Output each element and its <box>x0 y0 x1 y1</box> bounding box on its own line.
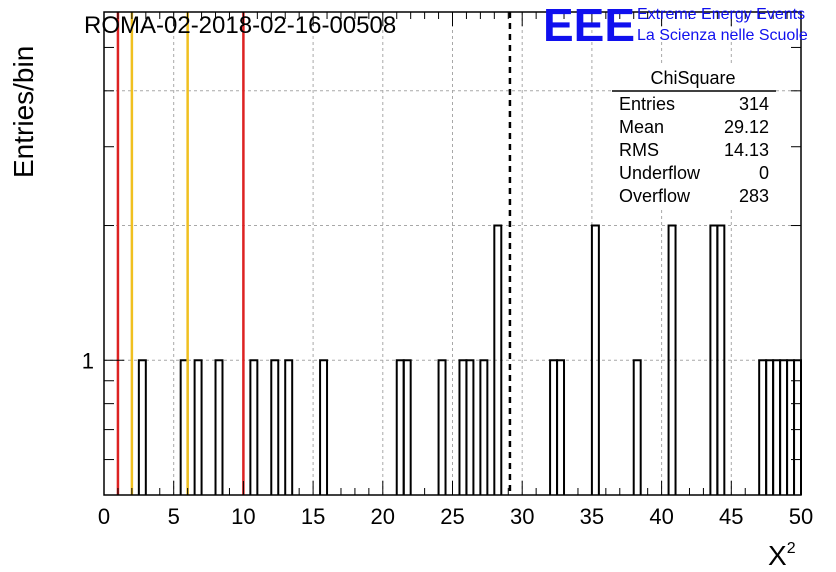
x-tick-labels: 0 5 10 15 20 25 30 35 40 45 50 <box>98 504 813 529</box>
histogram-bar <box>395 359 405 495</box>
histogram-bar <box>402 359 412 495</box>
x-tick-label: 25 <box>440 504 464 529</box>
histogram-bar <box>137 359 147 495</box>
x-tick-label: 15 <box>301 504 325 529</box>
x-axis-label: X2 <box>768 540 796 571</box>
x-tick-label: 5 <box>168 504 180 529</box>
logo-letters: EEE <box>543 0 635 51</box>
x-tick-label: 40 <box>649 504 673 529</box>
stats-value-underflow: 0 <box>759 163 769 183</box>
histogram-bar <box>479 359 489 495</box>
stats-value-overflow: 283 <box>739 186 769 206</box>
stats-box: ChiSquare Entries 314 Mean 29.12 RMS 14.13 Und… <box>612 66 776 210</box>
histogram-bar <box>319 359 329 495</box>
histogram-bar <box>270 359 280 495</box>
histogram-bar <box>193 359 203 495</box>
stats-value-rms: 14.13 <box>724 140 769 160</box>
stats-label-mean: Mean <box>619 117 664 137</box>
histogram-bar <box>765 359 775 495</box>
stats-box-title: ChiSquare <box>650 68 735 88</box>
stats-value-mean: 29.12 <box>724 117 769 137</box>
logo-line-2: La Scienza nelle Scuole <box>637 27 808 44</box>
histogram-bar <box>632 359 642 495</box>
histogram-bar <box>214 359 224 495</box>
histogram-bar <box>493 224 503 495</box>
eee-logo: EEE Extreme Energy Events La Scienza nel… <box>543 0 808 51</box>
stats-label-overflow: Overflow <box>619 186 691 206</box>
axis-ticks <box>103 11 802 495</box>
stats-label-rms: RMS <box>619 140 659 160</box>
x-tick-label: 35 <box>580 504 604 529</box>
marker-lines <box>116 12 512 495</box>
histogram-bar <box>556 359 566 495</box>
y-tick-labels: 1 <box>82 348 94 373</box>
logo-line-1: Extreme Energy Events <box>637 6 805 23</box>
stats-box-background <box>612 66 776 210</box>
x-tick-label: 30 <box>510 504 534 529</box>
stats-rows: Entries 314 Mean 29.12 RMS 14.13 Underflow 0 Ove… <box>619 94 769 206</box>
histogram-bar <box>590 224 600 495</box>
x-tick-label: 0 <box>98 504 110 529</box>
x-tick-label: 45 <box>719 504 743 529</box>
x-tick-label: 10 <box>231 504 255 529</box>
histogram-bar <box>249 359 259 495</box>
histogram-bar <box>667 224 677 495</box>
histogram-bar <box>716 224 726 495</box>
x-tick-label: 50 <box>789 504 813 529</box>
histogram-bar <box>779 359 789 495</box>
histogram-bar <box>458 359 468 495</box>
stats-label-underflow: Underflow <box>619 163 701 183</box>
histogram-bar <box>772 359 782 495</box>
stats-label-entries: Entries <box>619 94 675 114</box>
histogram-bar <box>437 359 447 495</box>
y-tick-label: 1 <box>82 348 94 373</box>
chart-title: ROMA-02-2018-02-16-00508 <box>84 12 396 39</box>
stats-value-entries: 314 <box>739 94 769 114</box>
histogram-bar <box>465 359 475 495</box>
histogram-bar <box>284 359 294 495</box>
y-axis-label: Entries/bin <box>8 46 39 178</box>
x-tick-label: 20 <box>371 504 395 529</box>
histogram-bar <box>549 359 559 495</box>
histogram-bar <box>758 359 768 495</box>
